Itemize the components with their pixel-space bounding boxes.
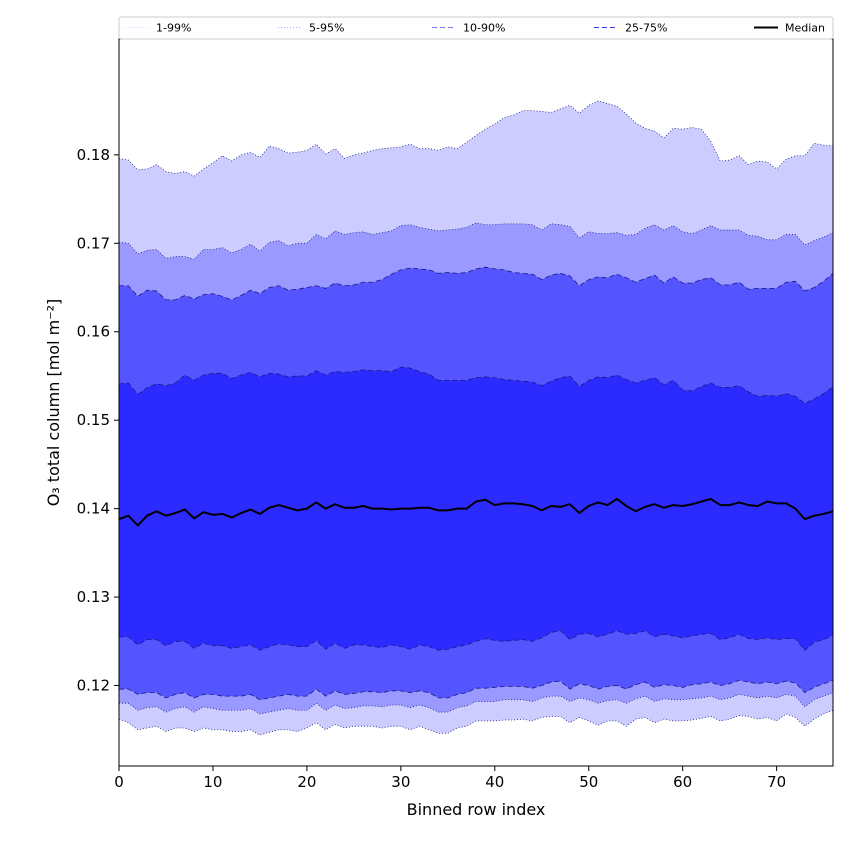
- median-line: [118, 497, 834, 527]
- x-tick-label: 10: [203, 773, 222, 791]
- legend-label: 25-75%: [625, 22, 667, 35]
- legend-label: 5-95%: [309, 22, 344, 35]
- band-10-90-upper-edge: [119, 266, 834, 301]
- legend-label: 1-99%: [156, 22, 191, 35]
- x-axis-ticks: 0 10 20 30 40 50 60 70: [114, 766, 786, 791]
- y-axis-label: O₃ total column [mol m⁻²]: [44, 299, 63, 507]
- band-25-75-lower-edge: [119, 630, 834, 651]
- band-1-99-lower-edge: [118, 709, 834, 736]
- y-tick-label: 0.14: [77, 500, 110, 518]
- band-25-75: [119, 367, 833, 651]
- x-tick-label: 20: [297, 773, 316, 791]
- y-tick-label: 0.13: [77, 588, 110, 606]
- y-tick-label: 0.15: [77, 411, 110, 429]
- x-tick-label: 50: [579, 773, 598, 791]
- percentile-bands: [118, 100, 834, 736]
- y-tick-label: 0.18: [77, 146, 110, 164]
- x-tick-label: 0: [114, 773, 124, 791]
- y-tick-label: 0.12: [77, 677, 110, 695]
- legend-label: 10-90%: [463, 22, 505, 35]
- band-5-95-lower-edge: [119, 692, 834, 715]
- band-10-90-lower-edge: [119, 679, 834, 701]
- legend-label: Median: [785, 22, 825, 35]
- y-axis-ticks: 0.12 0.13 0.14 0.15 0.16 0.17 0.18: [77, 146, 119, 695]
- x-tick-label: 60: [673, 773, 692, 791]
- legend: 1-99% 5-95% 10-90% 25-75% Median: [118, 16, 834, 40]
- x-tick-label: 70: [767, 773, 786, 791]
- x-axis-label: Binned row index: [407, 800, 546, 819]
- legend-box: [118, 16, 834, 40]
- y-tick-label: 0.16: [77, 323, 110, 341]
- y-tick-label: 0.17: [77, 234, 110, 252]
- band-25-75-upper-edge: [118, 366, 834, 404]
- x-tick-label: 30: [391, 773, 410, 791]
- x-tick-label: 40: [485, 773, 504, 791]
- median-series: [118, 497, 834, 527]
